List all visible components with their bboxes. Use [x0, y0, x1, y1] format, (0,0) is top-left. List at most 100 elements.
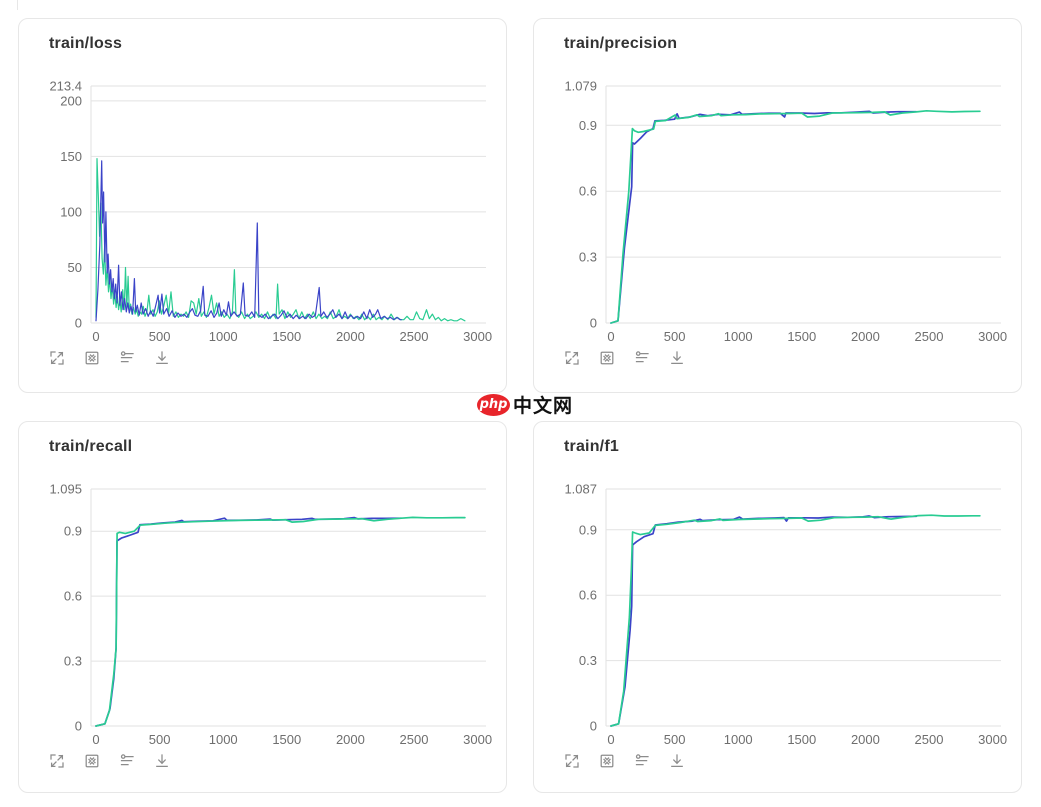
php-cn-watermark: php 中文网 — [477, 393, 574, 417]
fit-screen-icon — [85, 351, 98, 364]
fit-screen-icon — [600, 351, 613, 364]
svg-text:1500: 1500 — [272, 732, 301, 747]
svg-text:2000: 2000 — [851, 329, 880, 344]
fit-screen-button[interactable] — [598, 349, 615, 366]
download-button[interactable] — [668, 752, 685, 769]
svg-text:50: 50 — [68, 260, 82, 275]
fit-screen-button[interactable] — [83, 349, 100, 366]
download-button[interactable] — [153, 349, 170, 366]
svg-text:2000: 2000 — [336, 732, 365, 747]
smoothing-icon — [120, 350, 134, 362]
svg-text:0.3: 0.3 — [64, 654, 82, 669]
chart-train-precision: 1.079 0.9 0.6 0.3 00 500 1000 1500 2000 2500 3000 — [564, 79, 1007, 345]
fit-screen-button[interactable] — [83, 752, 100, 769]
chart-train-recall: 1.095 0.9 0.6 0.3 00 500 1000 1500 2000 2500 3000 — [49, 482, 492, 748]
chart-train-f1: 1.087 0.9 0.6 0.3 00 500 1000 1500 2000 2500 3000 — [564, 482, 1007, 748]
smoothing-button[interactable] — [118, 349, 135, 366]
smoothing-button[interactable] — [633, 752, 650, 769]
smoothing-icon — [635, 753, 649, 765]
svg-text:0: 0 — [607, 732, 614, 747]
svg-text:500: 500 — [149, 329, 171, 344]
smoothing-icon — [120, 753, 134, 765]
svg-text:500: 500 — [664, 732, 686, 747]
svg-text:3000: 3000 — [463, 732, 492, 747]
chart-toolbar — [563, 752, 685, 769]
svg-text:3000: 3000 — [463, 329, 492, 344]
svg-text:2000: 2000 — [336, 329, 365, 344]
smoothing-button[interactable] — [118, 752, 135, 769]
panel-train-f1: train/f1 1.087 0.9 0.6 0.3 0 0 500 1000 1500 2000… — [533, 421, 1022, 793]
svg-text:3000: 3000 — [978, 329, 1007, 344]
svg-text:1000: 1000 — [209, 732, 238, 747]
watermark-site-text: 中文网 — [513, 395, 574, 417]
fit-screen-icon — [600, 754, 613, 767]
svg-text:150: 150 — [60, 149, 82, 164]
svg-text:0.6: 0.6 — [579, 588, 597, 603]
php-logo: php — [477, 393, 510, 416]
download-button[interactable] — [153, 752, 170, 769]
panel-title: train/f1 — [564, 438, 619, 455]
svg-text:1000: 1000 — [209, 329, 238, 344]
fullscreen-button[interactable] — [563, 349, 580, 366]
panel-title: train/loss — [49, 35, 123, 52]
svg-text:213.4: 213.4 — [49, 79, 82, 94]
fullscreen-button[interactable] — [48, 349, 65, 366]
chart-toolbar — [48, 752, 170, 769]
chart-toolbar — [48, 349, 170, 366]
download-icon — [155, 753, 168, 767]
svg-text:500: 500 — [664, 329, 686, 344]
svg-text:200: 200 — [60, 93, 82, 108]
fullscreen-icon — [564, 753, 579, 768]
chart-toolbar — [563, 349, 685, 366]
svg-text:0.6: 0.6 — [64, 589, 82, 604]
svg-text:0: 0 — [590, 316, 597, 331]
fullscreen-button[interactable] — [563, 752, 580, 769]
svg-text:100: 100 — [60, 204, 82, 219]
fullscreen-icon — [49, 753, 64, 768]
svg-text:0: 0 — [590, 719, 597, 734]
fullscreen-icon — [49, 350, 64, 365]
svg-text:3000: 3000 — [978, 732, 1007, 747]
svg-text:1.079: 1.079 — [564, 79, 597, 94]
download-icon — [670, 350, 683, 364]
fullscreen-icon — [564, 350, 579, 365]
smoothing-button[interactable] — [633, 349, 650, 366]
panel-title: train/precision — [564, 35, 678, 52]
svg-text:2000: 2000 — [851, 732, 880, 747]
panel-train-recall: train/recall 1.095 0.9 0.6 0.3 0 0 500 1000 1500… — [18, 421, 507, 793]
svg-text:0.3: 0.3 — [579, 653, 597, 668]
svg-text:2500: 2500 — [915, 732, 944, 747]
svg-text:1.095: 1.095 — [49, 482, 82, 497]
download-icon — [670, 753, 683, 767]
svg-text:1500: 1500 — [272, 329, 301, 344]
fit-screen-button[interactable] — [598, 752, 615, 769]
smoothing-icon — [635, 350, 649, 362]
panel-title: train/recall — [49, 438, 133, 455]
svg-text:1.087: 1.087 — [564, 482, 597, 497]
download-icon — [155, 350, 168, 364]
cropped-card-edge — [17, 0, 18, 10]
svg-text:0: 0 — [92, 329, 99, 344]
svg-text:2500: 2500 — [915, 329, 944, 344]
svg-text:1000: 1000 — [724, 732, 753, 747]
svg-text:1500: 1500 — [787, 732, 816, 747]
svg-text:0.6: 0.6 — [579, 184, 597, 199]
svg-text:0.3: 0.3 — [579, 250, 597, 265]
download-button[interactable] — [668, 349, 685, 366]
svg-text:0.9: 0.9 — [64, 524, 82, 539]
svg-text:1500: 1500 — [787, 329, 816, 344]
svg-text:0: 0 — [75, 316, 82, 331]
svg-text:0.9: 0.9 — [579, 522, 597, 537]
panel-train-precision: train/precision 1.079 0.9 0.6 0.3 0 0 500 1000 1… — [533, 18, 1022, 393]
svg-text:500: 500 — [149, 732, 171, 747]
fit-screen-icon — [85, 754, 98, 767]
svg-text:1000: 1000 — [724, 329, 753, 344]
svg-text:0.9: 0.9 — [579, 118, 597, 133]
fullscreen-button[interactable] — [48, 752, 65, 769]
svg-text:0: 0 — [75, 719, 82, 734]
svg-text:2500: 2500 — [400, 732, 429, 747]
svg-text:0: 0 — [607, 329, 614, 344]
svg-text:0: 0 — [92, 732, 99, 747]
